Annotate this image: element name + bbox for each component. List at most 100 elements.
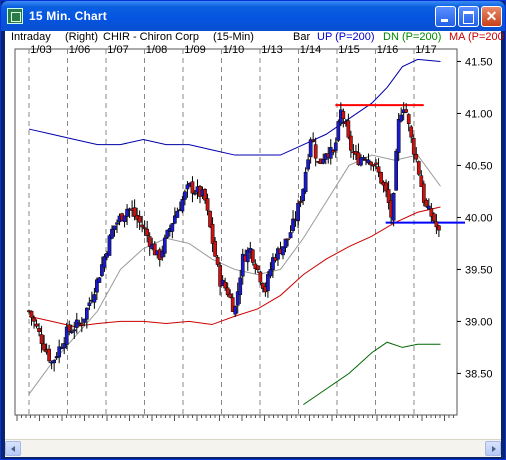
candle-body — [424, 199, 429, 207]
candle-body — [100, 264, 104, 276]
candle-body — [286, 238, 290, 241]
candle-body — [142, 227, 147, 230]
candle-body — [276, 248, 280, 260]
candle-body — [303, 171, 308, 192]
candle-body — [95, 279, 99, 293]
chart-area[interactable]: Intraday (Right) CHIR - Chiron Corp (15-… — [5, 31, 504, 457]
candle-body — [122, 215, 127, 223]
interval-label: (15-Min) — [213, 31, 254, 43]
candle-body — [205, 198, 210, 211]
candle-body — [190, 181, 195, 194]
candle-body — [47, 348, 51, 362]
price-chart: 1/03 1/06 1/07 1/08 1/09 1/10 1/13 1/14 1/15 1/16… — [14, 44, 493, 421]
candle-body — [173, 215, 177, 224]
x-tick-label: 1/16 — [377, 44, 398, 56]
candle-body — [64, 326, 69, 345]
candle-body — [165, 229, 170, 238]
candle-body — [218, 265, 222, 287]
candle-body — [67, 324, 72, 332]
series-line-3 — [28, 154, 441, 395]
candle-body — [281, 246, 285, 256]
scroll-right-button[interactable] — [485, 441, 501, 456]
candle-body — [414, 153, 419, 160]
series-line-1 — [303, 341, 441, 406]
candle-body — [215, 257, 220, 265]
candle-body — [288, 232, 293, 239]
candle-body — [170, 223, 175, 232]
candle-body — [245, 249, 250, 263]
candle-body — [426, 205, 431, 210]
candle-body — [331, 150, 336, 153]
candle-body — [409, 126, 414, 138]
candle-body — [404, 109, 409, 113]
candle-body — [32, 317, 36, 322]
candle-body — [112, 225, 117, 230]
candle-body — [84, 307, 89, 320]
candle-body — [359, 157, 363, 166]
candle-body — [384, 182, 388, 192]
horizontal-scrollbar[interactable] — [5, 439, 501, 457]
candle-body — [160, 251, 165, 258]
candle-body — [333, 142, 338, 151]
candle-body — [125, 208, 129, 217]
candle-body — [107, 235, 112, 256]
candle-body — [391, 193, 396, 221]
close-button[interactable]: ✕ — [481, 6, 502, 27]
candle-body — [394, 150, 398, 191]
candle-body — [183, 191, 187, 200]
y-tick-label: 38.50 — [465, 368, 493, 380]
candle-body — [223, 282, 227, 289]
x-tick-label: 1/07 — [107, 44, 128, 56]
candle-body — [250, 249, 255, 263]
candle-body — [152, 243, 157, 256]
candle-body — [371, 164, 376, 167]
candle-body — [369, 161, 373, 166]
candle-body — [228, 293, 233, 298]
candle-body — [346, 120, 351, 138]
symbol-label: CHIR - Chiron Corp — [103, 31, 199, 43]
candle-body — [52, 359, 56, 364]
ma-legend: MA (P=200 — [449, 31, 504, 43]
candle-body — [225, 287, 230, 296]
candle-body — [419, 175, 424, 187]
candle-body — [110, 228, 114, 239]
candle-body — [213, 240, 217, 257]
close-icon: ✕ — [485, 8, 498, 24]
x-tick-label: 1/06 — [69, 44, 90, 56]
candle-body — [421, 183, 426, 203]
scroll-left-button[interactable] — [5, 441, 21, 456]
up-legend: UP (P=200) — [317, 31, 375, 43]
candle-body — [416, 161, 421, 175]
minimize-button[interactable] — [435, 6, 456, 27]
x-tick-label: 1/09 — [184, 44, 205, 56]
candle-body — [255, 265, 260, 270]
candle-body — [437, 225, 441, 231]
candle-body — [230, 297, 235, 312]
candle-body — [203, 189, 207, 201]
candle-body — [193, 192, 197, 195]
candle-body — [376, 166, 381, 173]
candle-body — [396, 119, 401, 153]
candle-body — [271, 257, 275, 271]
y-tick-label: 41.00 — [465, 108, 493, 120]
maximize-button[interactable] — [458, 6, 479, 27]
y-tick-label: 39.00 — [465, 316, 493, 328]
candle-body — [366, 159, 371, 164]
y-tick-label: 39.50 — [465, 264, 493, 276]
candle-body — [429, 208, 434, 217]
style-label: Bar — [293, 31, 311, 43]
candle-body — [266, 274, 270, 292]
candle-body — [97, 277, 102, 283]
candle-body — [145, 228, 150, 237]
candle-body — [434, 221, 439, 228]
candle-body — [115, 222, 119, 225]
candle-body — [308, 139, 313, 158]
candle-body — [37, 328, 41, 333]
candle-body — [62, 343, 67, 349]
candle-body — [336, 121, 341, 141]
candle-body — [147, 236, 152, 247]
candle-body — [57, 346, 62, 358]
candle-body — [82, 318, 87, 323]
title-bar[interactable]: 15 Min. Chart ✕ — [1, 1, 505, 31]
candle-body — [306, 159, 310, 170]
